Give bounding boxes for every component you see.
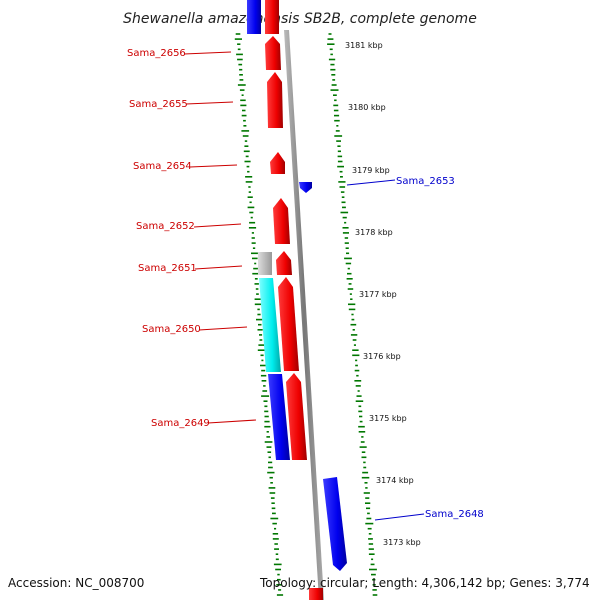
kbp-3176: 3176 kbp xyxy=(363,352,401,361)
gene-top-blue xyxy=(247,0,261,34)
gene-sama-2655 xyxy=(267,72,283,128)
gene-sama-2652 xyxy=(273,198,290,244)
label-sama-2648: Sama_2648 xyxy=(425,509,484,520)
gc-track-right xyxy=(327,33,378,596)
gene-sama-2651-grey xyxy=(258,252,272,275)
kbp-3178: 3178 kbp xyxy=(355,228,393,237)
kbp-3177: 3177 kbp xyxy=(359,290,397,299)
kbp-3175: 3175 kbp xyxy=(369,414,407,423)
label-sama-2650: Sama_2650 xyxy=(142,324,201,335)
kbp-3179: 3179 kbp xyxy=(352,166,390,175)
genome-summary-text: Topology: circular; Length: 4,306,142 bp… xyxy=(259,576,590,590)
label-sama-2649: Sama_2649 xyxy=(151,418,210,429)
gene-sama-2650-cyan xyxy=(259,278,281,372)
gene-sama-2654 xyxy=(270,152,285,174)
label-sama-2654: Sama_2654 xyxy=(133,161,192,172)
genome-backbone xyxy=(284,30,324,600)
kbp-3173: 3173 kbp xyxy=(383,538,421,547)
gene-top-red xyxy=(265,0,279,34)
gene-sama-2649-blue xyxy=(268,374,290,460)
label-sama-2652: Sama_2652 xyxy=(136,221,195,232)
kbp-3174: 3174 kbp xyxy=(376,476,414,485)
gene-sama-2653 xyxy=(299,182,312,193)
map-title: Shewanella amazonensis SB2B, complete ge… xyxy=(123,11,477,27)
gene-sama-2651 xyxy=(276,251,292,275)
gene-labels-right: Sama_2653 Sama_2648 xyxy=(346,176,484,521)
gene-labels-left: Sama_2656 Sama_2655 Sama_2654 Sama_2652 … xyxy=(127,48,257,429)
accession-text: Accession: NC_008700 xyxy=(8,576,144,590)
label-sama-2656: Sama_2656 xyxy=(127,48,186,59)
gene-sama-2649 xyxy=(286,373,307,460)
gc-track-left xyxy=(234,33,284,596)
kbp-3181: 3181 kbp xyxy=(345,41,383,50)
label-sama-2653: Sama_2653 xyxy=(396,176,455,187)
kbp-3180: 3180 kbp xyxy=(348,103,386,112)
label-sama-2655: Sama_2655 xyxy=(129,99,188,110)
gene-bottom-red xyxy=(309,588,323,600)
kbp-scale: 3181 kbp 3180 kbp 3179 kbp 3178 kbp 3177… xyxy=(345,41,421,547)
gene-sama-2648 xyxy=(323,477,347,571)
gene-sama-2650 xyxy=(278,277,299,371)
label-sama-2651: Sama_2651 xyxy=(138,263,197,274)
gene-sama-2656 xyxy=(265,36,281,70)
